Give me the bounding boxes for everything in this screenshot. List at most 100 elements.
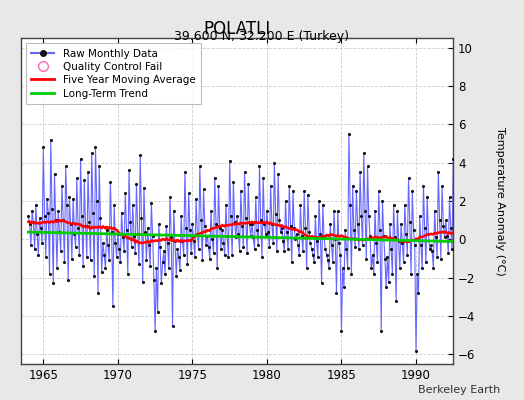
Point bbox=[174, 254, 183, 260]
Point bbox=[425, 246, 434, 252]
Point bbox=[40, 213, 49, 220]
Point bbox=[346, 202, 354, 208]
Point bbox=[235, 248, 244, 254]
Point bbox=[114, 230, 122, 237]
Point bbox=[29, 219, 38, 225]
Point bbox=[263, 207, 271, 214]
Point bbox=[420, 225, 429, 231]
Point bbox=[331, 236, 340, 242]
Point bbox=[147, 200, 156, 206]
Point bbox=[243, 250, 251, 256]
Point bbox=[154, 309, 162, 316]
Point bbox=[248, 221, 256, 227]
Point bbox=[446, 225, 455, 231]
Point bbox=[347, 271, 356, 277]
Point bbox=[237, 188, 245, 195]
Point bbox=[397, 221, 405, 227]
Point bbox=[69, 196, 78, 202]
Point bbox=[238, 223, 246, 229]
Point bbox=[94, 290, 102, 296]
Point bbox=[275, 217, 283, 223]
Point bbox=[224, 254, 233, 260]
Point bbox=[428, 248, 436, 254]
Point bbox=[289, 188, 297, 195]
Point bbox=[178, 238, 187, 244]
Point bbox=[63, 202, 71, 208]
Point bbox=[434, 169, 443, 176]
Point bbox=[239, 244, 247, 250]
Point bbox=[46, 271, 54, 277]
Point bbox=[358, 242, 367, 248]
Point bbox=[350, 226, 358, 233]
Point bbox=[411, 242, 419, 248]
Point bbox=[445, 194, 454, 200]
Point bbox=[291, 236, 300, 242]
Point bbox=[306, 240, 314, 246]
Point bbox=[182, 225, 190, 231]
Point bbox=[213, 265, 222, 271]
Point bbox=[396, 265, 404, 271]
Point bbox=[222, 202, 230, 208]
Point bbox=[115, 246, 123, 252]
Point bbox=[134, 230, 142, 237]
Point bbox=[168, 322, 177, 329]
Point bbox=[366, 232, 374, 239]
Point bbox=[120, 248, 128, 254]
Point bbox=[334, 207, 342, 214]
Point bbox=[84, 169, 92, 176]
Point bbox=[438, 182, 446, 189]
Point bbox=[388, 271, 397, 277]
Point bbox=[53, 265, 61, 271]
Point bbox=[371, 207, 379, 214]
Point bbox=[205, 255, 214, 262]
Point bbox=[271, 211, 280, 218]
Point bbox=[142, 257, 150, 264]
Point bbox=[193, 230, 202, 237]
Point bbox=[99, 240, 107, 246]
Point bbox=[176, 267, 184, 273]
Point bbox=[60, 259, 69, 266]
Point bbox=[340, 284, 348, 290]
Point bbox=[261, 230, 270, 237]
Point bbox=[285, 182, 293, 189]
Point bbox=[422, 259, 430, 266]
Point bbox=[284, 246, 292, 252]
Point bbox=[163, 240, 172, 246]
Point bbox=[130, 232, 138, 239]
Point bbox=[229, 179, 237, 185]
Point bbox=[353, 221, 362, 227]
Point bbox=[138, 278, 147, 285]
Point bbox=[207, 207, 215, 214]
Point bbox=[48, 206, 56, 212]
Point bbox=[267, 182, 275, 189]
Point bbox=[187, 250, 195, 256]
Point bbox=[68, 255, 76, 262]
Point bbox=[177, 213, 185, 220]
Point bbox=[214, 182, 223, 189]
Point bbox=[276, 228, 285, 235]
Point bbox=[418, 265, 427, 271]
Point bbox=[341, 226, 350, 233]
Point bbox=[208, 236, 216, 242]
Point bbox=[452, 246, 460, 252]
Point bbox=[294, 242, 302, 248]
Point bbox=[140, 184, 148, 191]
Point bbox=[406, 219, 414, 225]
Point bbox=[162, 223, 170, 229]
Point bbox=[58, 182, 66, 189]
Point bbox=[429, 265, 438, 271]
Point bbox=[362, 255, 370, 262]
Point bbox=[225, 158, 234, 164]
Point bbox=[110, 202, 118, 208]
Point bbox=[386, 221, 394, 227]
Point bbox=[328, 242, 336, 248]
Point bbox=[442, 217, 450, 223]
Point bbox=[194, 246, 203, 252]
Point bbox=[302, 265, 311, 271]
Point bbox=[348, 182, 357, 189]
Point bbox=[286, 223, 294, 229]
Point bbox=[188, 221, 196, 227]
Point bbox=[444, 250, 453, 256]
Point bbox=[245, 221, 254, 227]
Point bbox=[71, 244, 80, 250]
